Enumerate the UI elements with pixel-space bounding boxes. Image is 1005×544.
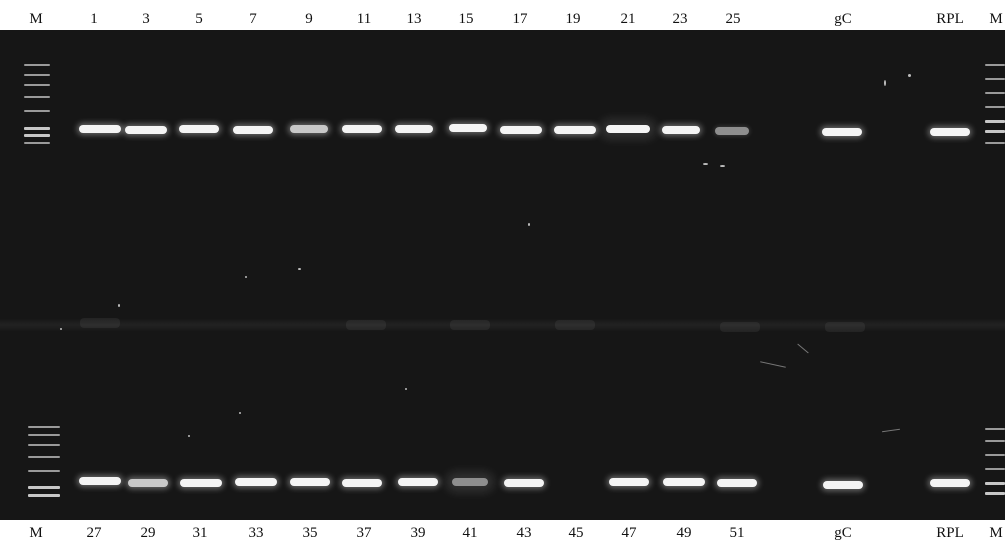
- lane-label: 49: [676, 525, 692, 541]
- lane-label-rpl: RPL: [936, 525, 964, 541]
- lane-label: 9: [305, 11, 313, 27]
- lane-label: 15: [458, 11, 474, 27]
- band: [823, 481, 863, 489]
- lane-label: 33: [248, 525, 264, 541]
- band: [290, 478, 330, 486]
- band: [128, 479, 168, 487]
- lane-label-marker-right: M: [989, 11, 1003, 27]
- lane-label: 23: [672, 11, 688, 27]
- lane-label: 35: [302, 525, 318, 541]
- band: [452, 478, 488, 486]
- lane-label: 31: [192, 525, 208, 541]
- lane-label-marker-right: M: [989, 525, 1003, 541]
- lane-label: 5: [195, 11, 203, 27]
- band: [125, 126, 167, 134]
- band: [554, 126, 596, 134]
- lane-label: 25: [725, 11, 741, 27]
- band: [79, 125, 121, 133]
- lane-label: 45: [568, 525, 584, 541]
- gel-image: [0, 30, 1005, 520]
- band: [233, 126, 273, 134]
- band: [449, 124, 487, 132]
- band: [235, 478, 277, 486]
- band: [822, 128, 862, 136]
- lane-label: 47: [621, 525, 637, 541]
- band: [290, 125, 328, 133]
- band: [609, 478, 649, 486]
- lane-label: 27: [86, 525, 102, 541]
- lane-label: 19: [565, 11, 581, 27]
- band: [930, 479, 970, 487]
- lane-label: 21: [620, 11, 636, 27]
- lane-label: 51: [729, 525, 745, 541]
- lane-label: 29: [140, 525, 156, 541]
- band: [500, 126, 542, 134]
- lane-label: 17: [512, 11, 528, 27]
- band: [180, 479, 222, 487]
- band: [79, 477, 121, 485]
- lane-label: 37: [356, 525, 372, 541]
- band: [504, 479, 544, 487]
- band: [395, 125, 433, 133]
- lane-label: 7: [249, 11, 257, 27]
- lane-label-marker-left: M: [29, 11, 43, 27]
- band: [715, 127, 749, 135]
- band: [179, 125, 219, 133]
- lane-label-rpl: RPL: [936, 11, 964, 27]
- lane-label: 11: [356, 11, 372, 27]
- lane-label-gc: gC: [834, 11, 852, 27]
- band: [717, 479, 757, 487]
- band: [663, 478, 705, 486]
- lane-label: 43: [516, 525, 532, 541]
- band: [398, 478, 438, 486]
- lane-label: 41: [462, 525, 478, 541]
- lane-label: 13: [406, 11, 422, 27]
- band: [930, 128, 970, 136]
- lane-label: 39: [410, 525, 426, 541]
- lane-label-gc: gC: [834, 525, 852, 541]
- lane-label: 1: [90, 11, 98, 27]
- primer-haze: [0, 318, 1005, 332]
- band: [662, 126, 700, 134]
- lane-label: 3: [142, 11, 150, 27]
- lane-label-marker-left: M: [29, 525, 43, 541]
- band: [342, 125, 382, 133]
- band: [606, 125, 650, 133]
- band: [342, 479, 382, 487]
